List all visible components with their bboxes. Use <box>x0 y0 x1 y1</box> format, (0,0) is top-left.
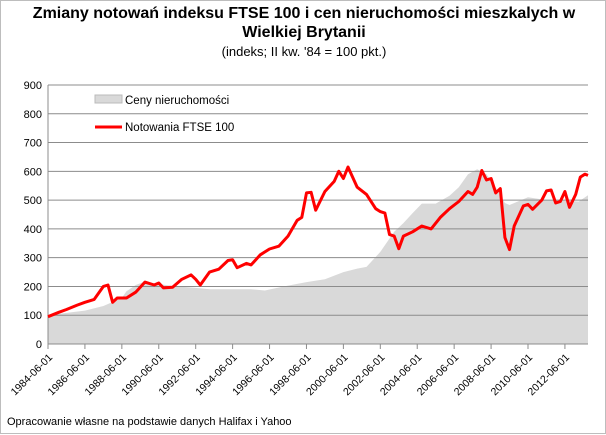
y-tick-label: 600 <box>24 166 42 178</box>
y-tick-label: 900 <box>24 80 42 92</box>
series-line-ftse100 <box>47 165 589 319</box>
y-tick-label: 200 <box>24 281 42 293</box>
chart-header: Zmiany notowań indeksu FTSE 100 i cen ni… <box>1 4 606 60</box>
y-tick-label: 800 <box>24 109 42 121</box>
legend-swatch-house-prices <box>94 94 123 104</box>
y-tick-label: 300 <box>24 253 42 265</box>
chart-title-line2: Wielkiej Brytanii <box>242 24 366 41</box>
y-tick-label: 100 <box>24 310 42 322</box>
y-tick-label: 500 <box>24 195 42 207</box>
y-tick-label: 400 <box>24 224 42 236</box>
chart-title-line1: Zmiany notowań indeksu FTSE 100 i cen ni… <box>32 5 576 22</box>
chart-subtitle: (indeks; II kw. '84 = 100 pkt.) <box>221 44 387 59</box>
legend-label-ftse100: Notowania FTSE 100 <box>125 122 234 134</box>
y-tick-label: 0 <box>36 339 42 351</box>
legend-label-house-prices: Ceny nieruchomości <box>125 95 229 107</box>
y-tick-label: 700 <box>24 138 42 150</box>
source-note: Opracowanie własne na podstawie danych H… <box>7 416 292 428</box>
series-area-house-prices <box>48 169 588 344</box>
